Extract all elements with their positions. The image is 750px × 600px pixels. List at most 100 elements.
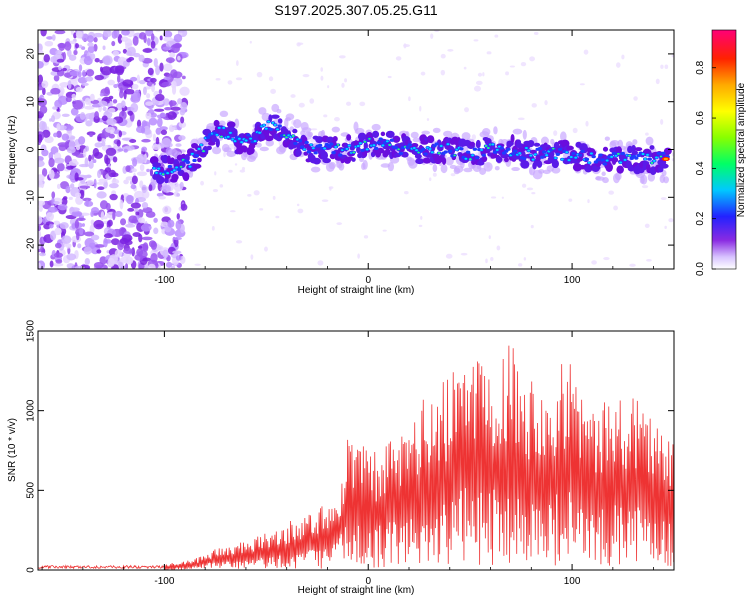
faint-blob — [432, 172, 437, 177]
ridge-halo — [522, 129, 527, 140]
noise-blob — [138, 54, 145, 62]
ridge-core — [571, 151, 576, 155]
ridge-core-hi — [567, 159, 571, 162]
ridge-core-hi — [381, 144, 385, 147]
noise-blob — [81, 223, 85, 227]
noise-blob — [122, 247, 134, 254]
faint-blob — [336, 222, 343, 226]
noise-blob — [93, 244, 105, 248]
noise-blob — [105, 202, 111, 211]
ridge-halo — [307, 131, 314, 138]
noise-blob — [135, 211, 140, 216]
noise-blob — [72, 100, 84, 110]
faint-blob — [475, 80, 483, 85]
ridge-core-hi — [365, 148, 369, 151]
noise-blob — [62, 67, 68, 72]
snr-x-label: Height of straight line (km) — [298, 585, 415, 596]
ridge-band — [501, 153, 510, 158]
noise-blob — [99, 92, 104, 97]
noise-blob — [159, 126, 168, 131]
noise-blob — [58, 86, 65, 96]
noise-blob — [162, 46, 172, 51]
noise-blob — [150, 77, 157, 83]
faint-blob — [641, 185, 649, 189]
noise-blob — [180, 223, 185, 234]
ridge-core-hi — [226, 135, 230, 138]
noise-blob — [111, 238, 120, 246]
noise-blob — [123, 148, 128, 153]
ridge-halo — [440, 163, 448, 174]
noise-blob — [123, 252, 131, 258]
faint-blob — [585, 120, 589, 127]
noise-blob — [156, 192, 164, 197]
ridge-core-hi — [471, 154, 474, 157]
noise-blob — [108, 183, 119, 189]
ridge-core — [595, 158, 601, 162]
noise-blob — [70, 107, 79, 116]
noise-blob — [90, 53, 96, 60]
noise-blob — [120, 218, 127, 226]
noise-blob — [75, 177, 84, 181]
noise-blob — [104, 167, 112, 173]
noise-blob — [84, 257, 90, 266]
noise-blob — [71, 93, 76, 99]
snr-panel: -100 0 100 0 500 1000 1500 Height of straight… — [7, 319, 675, 596]
noise-blob — [62, 196, 68, 200]
ridge-core-hi — [303, 148, 306, 151]
noise-blob — [104, 154, 109, 164]
ridge-core-hi — [231, 138, 235, 141]
noise-blob — [161, 137, 172, 148]
noise-blob — [98, 100, 108, 107]
ridge-core-hi — [430, 151, 434, 154]
noise-blob — [112, 99, 118, 104]
faint-blob — [214, 171, 217, 176]
noise-blob — [86, 174, 92, 179]
ridge-band — [380, 131, 386, 137]
noise-blob — [75, 31, 83, 39]
noise-blob — [170, 69, 178, 79]
ridge-core-hi — [249, 137, 253, 140]
noise-blob — [66, 253, 77, 261]
noise-blob — [38, 98, 47, 107]
noise-blob — [147, 263, 156, 269]
noise-blob — [78, 136, 86, 145]
noise-blob — [102, 55, 113, 66]
noise-blob — [51, 191, 56, 199]
ridge-core-hi — [428, 147, 432, 150]
noise-blob — [73, 212, 82, 217]
noise-blob — [99, 59, 104, 64]
noise-blob — [98, 178, 108, 183]
noise-blob — [93, 219, 105, 230]
noise-blob — [49, 260, 54, 268]
ridge-band — [649, 145, 655, 150]
noise-blob — [50, 87, 61, 95]
ridge-band — [152, 162, 162, 168]
ridge-halo — [338, 162, 345, 171]
ridge-halo — [602, 177, 609, 184]
faint-blob — [290, 94, 296, 98]
noise-blob — [61, 113, 70, 117]
ridge-core-hi — [264, 127, 268, 130]
faint-blob — [250, 254, 254, 260]
ridge-band — [213, 119, 220, 127]
noise-blob — [53, 252, 63, 258]
ridge-core — [620, 151, 626, 156]
snr-series-line — [38, 345, 674, 570]
figure-title: S197.2025.307.05.25.G11 — [274, 2, 437, 18]
noise-blob — [145, 112, 152, 120]
faint-blob — [530, 224, 534, 229]
noise-blob — [55, 259, 63, 264]
noise-blob — [113, 84, 119, 89]
ridge-core — [326, 144, 332, 149]
noise-blob — [81, 82, 89, 86]
noise-blob — [83, 55, 93, 66]
ridge-band — [215, 138, 220, 148]
noise-blob — [179, 108, 186, 116]
ridge-peak — [388, 144, 391, 146]
noise-blob — [65, 185, 71, 194]
noise-blob — [114, 249, 123, 258]
faint-blob — [236, 60, 239, 67]
faint-blob — [490, 196, 497, 199]
ridge-band — [503, 157, 509, 163]
